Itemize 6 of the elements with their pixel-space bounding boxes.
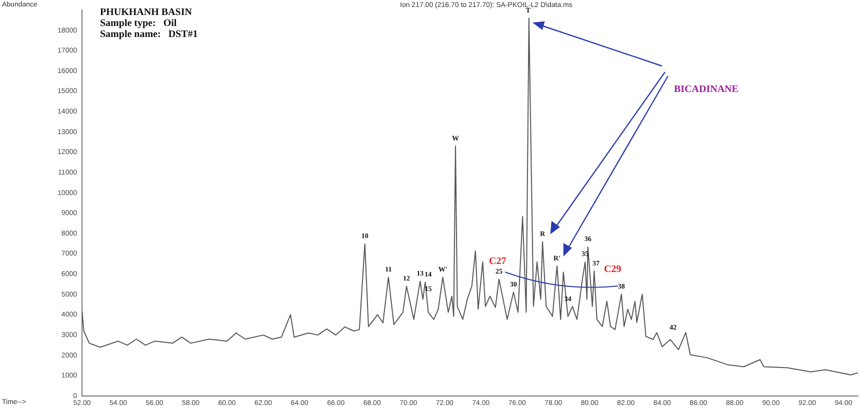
annotation: C29 xyxy=(604,264,622,275)
annotation: BICADINANE xyxy=(674,84,738,95)
annotation: C27 xyxy=(489,256,506,267)
annotation: Sample type: Oil xyxy=(100,18,177,29)
annotation: Sample name: DST#1 xyxy=(100,29,198,40)
chart-title: PHUKHANH BASIN xyxy=(100,7,192,18)
